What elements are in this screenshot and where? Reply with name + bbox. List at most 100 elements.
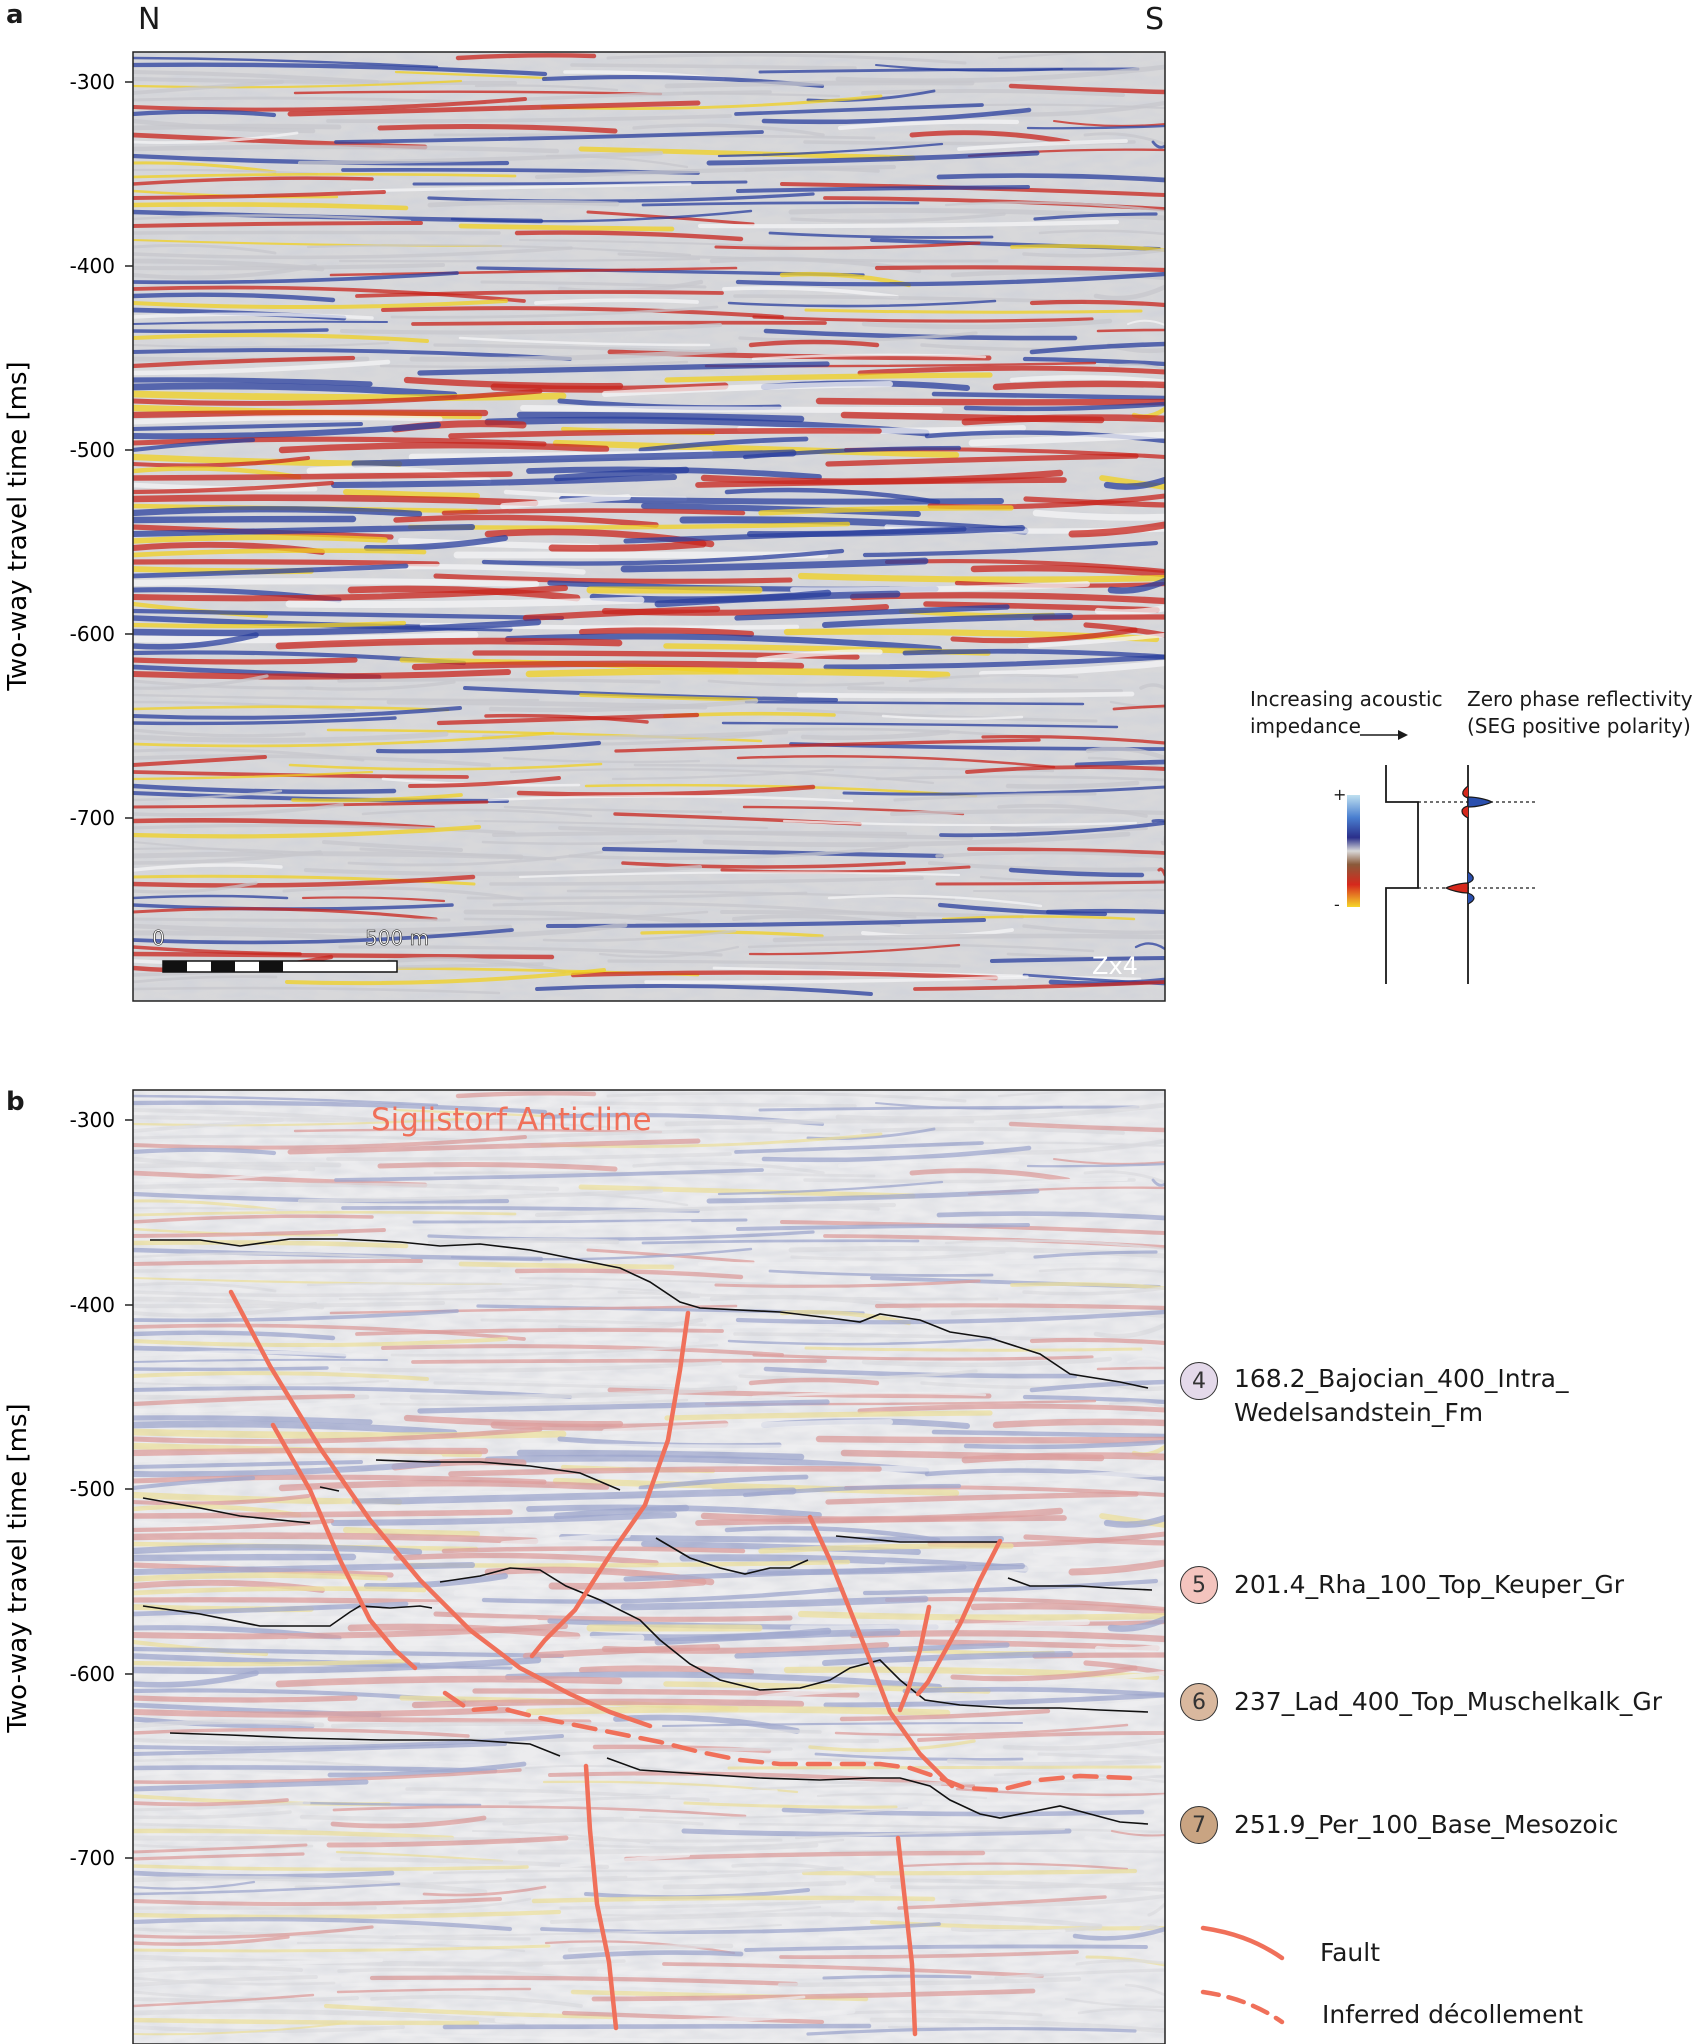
seismic-reflector bbox=[299, 1814, 625, 1823]
seismic-reflector bbox=[1139, 1924, 1165, 1936]
seismic-reflector bbox=[839, 1708, 1051, 1722]
seismic-reflector bbox=[825, 1491, 1139, 1505]
seismic-reflector bbox=[474, 1122, 619, 1130]
seismic-reflector bbox=[735, 271, 1165, 287]
seismic-reflector bbox=[133, 333, 429, 343]
seismic-reflector bbox=[706, 1188, 1040, 1204]
fault-legend-icon bbox=[1200, 1925, 1285, 1961]
seismic-reflector bbox=[724, 487, 941, 505]
seismic-reflector bbox=[936, 1211, 1165, 1221]
seismic-reflector bbox=[133, 70, 379, 84]
seismic-reflector bbox=[721, 721, 1119, 729]
seismic-reflector bbox=[133, 515, 357, 524]
seismic-reflector bbox=[937, 902, 1108, 917]
seismic-reflector bbox=[133, 1426, 543, 1444]
seismic-reflector bbox=[133, 2025, 405, 2033]
seismic-reflector bbox=[133, 1460, 441, 1478]
panel-a-letter: a bbox=[6, 0, 24, 30]
seismic-reflector bbox=[756, 1687, 883, 1701]
seismic-reflector bbox=[989, 955, 1165, 964]
seismic-reflector bbox=[428, 1759, 724, 1772]
seismic-reflector bbox=[133, 96, 487, 105]
y-axis-a: -300 -400 -500 -600 -700 Two-way travel … bbox=[3, 70, 133, 830]
seismic-reflector bbox=[409, 1385, 738, 1400]
seismic-reflector bbox=[133, 1758, 412, 1772]
seismic-reflector bbox=[390, 305, 719, 319]
seismic-reflector bbox=[544, 1940, 736, 1955]
seismic-reflector bbox=[427, 192, 815, 203]
seismic-reflector bbox=[133, 285, 526, 303]
seismic-reflector bbox=[801, 1868, 1138, 1876]
seismic-reflector bbox=[427, 1237, 620, 1246]
seismic-reflector bbox=[407, 1559, 851, 1568]
seismic-reflector bbox=[133, 1976, 336, 1986]
seismic-reflector bbox=[720, 910, 1024, 919]
seismic-reflector bbox=[844, 1485, 1165, 1497]
seismic-reflector bbox=[133, 1975, 318, 1987]
horizon-label-4-line1: 168.2_Bajocian_400_Intra_ bbox=[1234, 1364, 1569, 1393]
seismic-reflector bbox=[589, 1627, 832, 1642]
polarity-key: Increasing acoustic impedance Zero phase… bbox=[1250, 687, 1693, 984]
seismic-reflector bbox=[133, 1115, 517, 1123]
seismic-reflector bbox=[751, 1783, 942, 1791]
seismic-reflector bbox=[133, 1544, 423, 1556]
seismic-reflector bbox=[133, 632, 259, 650]
seismic-reflector bbox=[285, 1634, 645, 1646]
seismic-reflector bbox=[378, 922, 628, 939]
seismic-reflector bbox=[717, 142, 944, 158]
seismic-reflector bbox=[422, 1885, 547, 1897]
seismic-reflector bbox=[503, 1527, 688, 1540]
seismic-reflector bbox=[377, 124, 618, 134]
seismic-reflector bbox=[133, 818, 436, 831]
seismic-reflector bbox=[752, 315, 1094, 323]
seismic-reflector bbox=[1099, 475, 1165, 490]
seismic-reflector bbox=[744, 700, 1085, 706]
seismic-reflector bbox=[133, 1794, 391, 1806]
seismic-reflector bbox=[825, 453, 1139, 467]
seismic-reflector bbox=[557, 1836, 783, 1843]
north-label: N bbox=[138, 2, 161, 37]
seismic-reflector bbox=[133, 1323, 526, 1341]
seismic-reflector bbox=[133, 1658, 407, 1667]
scale-bar: 0 500 m bbox=[152, 926, 429, 973]
seismic-reflector bbox=[751, 1391, 987, 1399]
seismic-reflector bbox=[1032, 509, 1165, 521]
seismic-reflector bbox=[381, 306, 784, 319]
seismic-reflector bbox=[803, 1178, 1136, 1184]
seismic-reflector bbox=[133, 1996, 359, 2003]
seismic-reflector bbox=[133, 783, 397, 795]
seismic-reflector bbox=[638, 1806, 909, 1819]
seismic-reflector bbox=[492, 830, 907, 837]
seismic-reflector bbox=[516, 411, 805, 423]
seismic-reflector bbox=[869, 2017, 1165, 2034]
seismic-reflector bbox=[339, 322, 723, 335]
seismic-reflector bbox=[978, 659, 1165, 678]
seismic-reflector bbox=[526, 1504, 822, 1518]
seismic-reflector bbox=[332, 1805, 747, 1818]
seismic-reflector bbox=[797, 1610, 1165, 1621]
seismic-reflector bbox=[1037, 1752, 1165, 1760]
seismic-reflector bbox=[857, 1403, 1165, 1414]
seismic-reflector bbox=[542, 929, 737, 942]
panel-b-letter: b bbox=[6, 1087, 25, 1117]
seismic-reflector bbox=[681, 1828, 1072, 1837]
seismic-reflector bbox=[133, 1397, 391, 1414]
seismic-reflector bbox=[484, 713, 649, 724]
seismic-reflector bbox=[1022, 924, 1165, 935]
seismic-reflector bbox=[133, 1276, 503, 1286]
seismic-reflector bbox=[584, 783, 978, 798]
seismic-reflector bbox=[488, 698, 759, 713]
seismic-reflector bbox=[1151, 819, 1165, 823]
seismic-reflector bbox=[1029, 1379, 1165, 1393]
seismic-reflector bbox=[133, 79, 463, 89]
seismic-reflector bbox=[777, 1976, 1082, 1988]
seismic-reflector bbox=[395, 1924, 782, 1937]
seismic-reflector bbox=[621, 861, 906, 869]
seismic-reflector bbox=[1108, 1401, 1165, 1409]
seismic-reflector bbox=[751, 353, 987, 361]
seismic-reflector bbox=[734, 103, 984, 116]
seismic-reflector bbox=[849, 1630, 1165, 1643]
seismic-reflector bbox=[133, 1134, 487, 1143]
seismic-reflector bbox=[133, 731, 555, 748]
seismic-reflector bbox=[961, 1452, 1165, 1464]
